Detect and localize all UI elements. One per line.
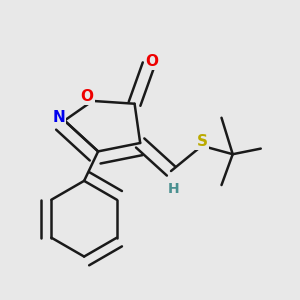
Text: O: O: [80, 89, 93, 104]
Text: S: S: [196, 134, 207, 149]
Text: H: H: [168, 182, 180, 196]
Text: O: O: [145, 54, 158, 69]
Text: N: N: [52, 110, 65, 125]
